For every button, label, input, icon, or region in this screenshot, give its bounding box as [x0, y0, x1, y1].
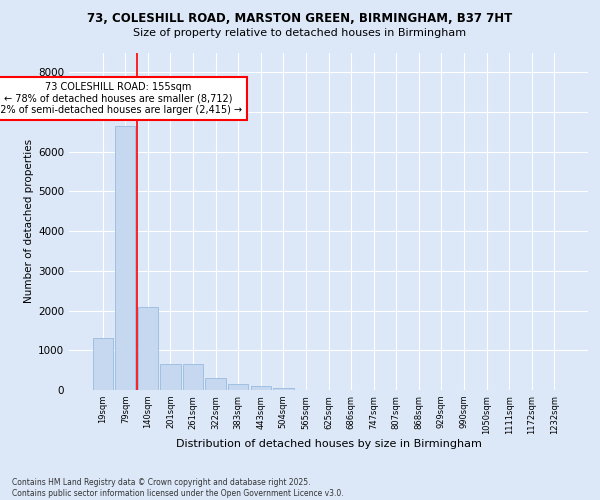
- Text: Contains HM Land Registry data © Crown copyright and database right 2025.
Contai: Contains HM Land Registry data © Crown c…: [12, 478, 344, 498]
- Bar: [183, 364, 203, 390]
- Y-axis label: Number of detached properties: Number of detached properties: [24, 139, 34, 304]
- Text: 73, COLESHILL ROAD, MARSTON GREEN, BIRMINGHAM, B37 7HT: 73, COLESHILL ROAD, MARSTON GREEN, BIRMI…: [88, 12, 512, 26]
- Bar: [251, 386, 271, 390]
- Bar: [115, 126, 136, 390]
- Text: Size of property relative to detached houses in Birmingham: Size of property relative to detached ho…: [133, 28, 467, 38]
- X-axis label: Distribution of detached houses by size in Birmingham: Distribution of detached houses by size …: [176, 440, 481, 450]
- Text: 73 COLESHILL ROAD: 155sqm
← 78% of detached houses are smaller (8,712)
22% of se: 73 COLESHILL ROAD: 155sqm ← 78% of detac…: [0, 82, 242, 116]
- Bar: [205, 378, 226, 390]
- Bar: [138, 306, 158, 390]
- Bar: [228, 384, 248, 390]
- Bar: [160, 364, 181, 390]
- Bar: [92, 338, 113, 390]
- Bar: [273, 388, 293, 390]
